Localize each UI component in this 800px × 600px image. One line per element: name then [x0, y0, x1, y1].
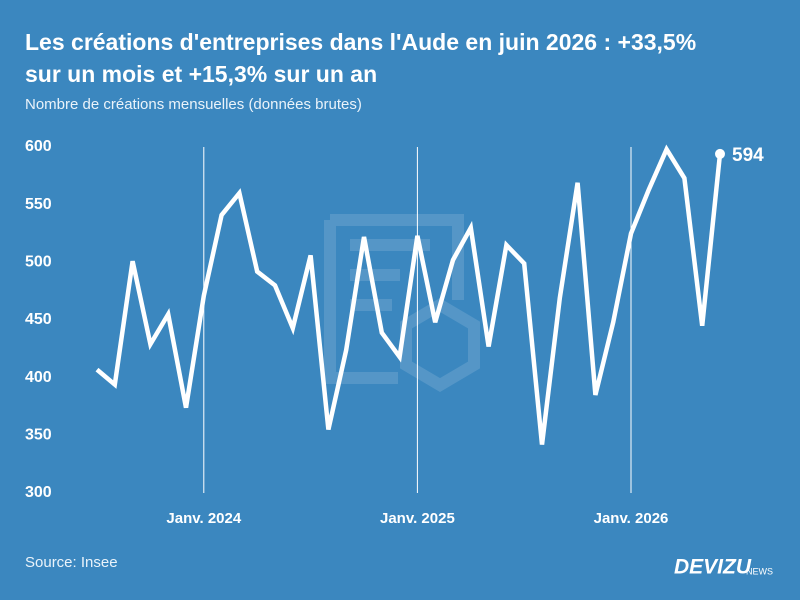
x-tick-label: Janv. 2025 [380, 510, 455, 527]
y-tick-label: 600 [25, 138, 52, 155]
y-tick-label: 350 [25, 427, 52, 444]
source: Source: Insee [25, 554, 118, 571]
y-tick-label: 550 [25, 196, 52, 213]
title-line: sur un mois et +15,3% sur un an [25, 61, 377, 87]
y-tick-label: 450 [25, 311, 52, 328]
y-tick-label: 500 [25, 254, 52, 271]
y-tick-label: 300 [25, 484, 52, 501]
subtitle: Nombre de créations mensuelles (données … [25, 96, 362, 113]
end-label: 594 [732, 145, 764, 166]
end-dot [715, 148, 725, 159]
brand-suffix: NEWS [746, 566, 773, 576]
line [95, 144, 723, 445]
title-line: Les créations d'entreprises dans l'Aude … [25, 29, 696, 55]
brand: DEVIZU [674, 556, 752, 579]
x-tick-label: Janv. 2024 [166, 510, 241, 527]
y-tick-label: 400 [25, 369, 52, 386]
x-tick-label: Janv. 2026 [594, 510, 669, 527]
